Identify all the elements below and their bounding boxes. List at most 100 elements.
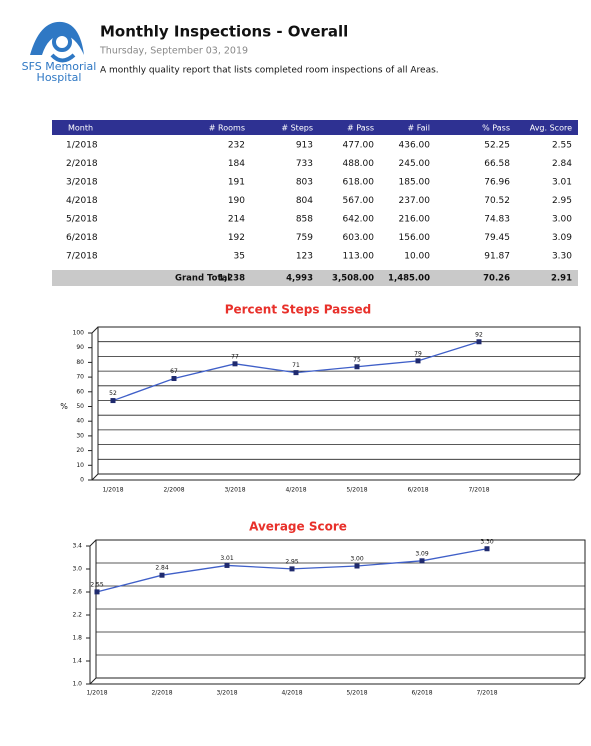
column-header: # Rooms	[209, 124, 245, 133]
table-cell: 4/2018	[66, 196, 98, 206]
y-tick-label: 3.4	[72, 543, 82, 550]
table-cell: 5/2018	[66, 215, 98, 225]
data-point	[354, 563, 360, 569]
logo-text: SFS Memorial	[22, 60, 97, 73]
table-total-bar	[52, 270, 578, 286]
table-cell: 3.01	[552, 178, 572, 188]
data-label: 52	[109, 390, 117, 397]
column-header: % Pass	[482, 124, 510, 133]
data-point	[110, 398, 116, 404]
table-cell: 2.55	[552, 141, 572, 151]
table-cell: 477.00	[343, 141, 375, 151]
data-point	[159, 572, 165, 578]
chart-title: Percent Steps Passed	[225, 303, 372, 317]
total-cell: Grand Total	[175, 274, 230, 284]
data-label: 71	[292, 362, 300, 369]
y-axis-label: %	[60, 402, 68, 411]
y-tick-label: 2.6	[72, 589, 82, 596]
table-cell: 913	[296, 141, 313, 151]
x-tick-label: 2/2008	[163, 487, 184, 494]
column-header: # Fail	[408, 124, 430, 133]
x-tick-label: 7/2018	[476, 690, 497, 697]
y-tick-label: 20	[76, 447, 84, 454]
x-tick-label: 1/2018	[86, 690, 107, 697]
table-cell: 436.00	[399, 141, 431, 151]
table-cell: 2.95	[552, 196, 572, 206]
y-tick-label: 40	[76, 418, 84, 425]
table-cell: 2.84	[552, 159, 572, 169]
x-tick-label: 6/2018	[411, 690, 432, 697]
column-header: # Steps	[281, 124, 313, 133]
column-header: Month	[68, 124, 93, 133]
table-cell: 70.52	[484, 196, 510, 206]
logo-base	[50, 53, 76, 63]
y-tick-label: 30	[76, 432, 84, 439]
data-label: 67	[170, 368, 178, 375]
y-tick-label: 2.2	[72, 612, 82, 619]
data-point	[289, 566, 295, 572]
table-cell: 759	[296, 233, 313, 243]
x-tick-label: 6/2018	[407, 487, 428, 494]
report-date: Thursday, September 03, 2019	[99, 46, 248, 57]
data-point	[419, 558, 425, 564]
table-cell: 156.00	[399, 233, 431, 243]
table-cell: 113.00	[343, 252, 375, 262]
table-cell: 216.00	[399, 215, 431, 225]
data-point	[354, 364, 360, 370]
table-cell: 488.00	[343, 159, 375, 169]
table-cell: 184	[228, 159, 245, 169]
y-tick-label: 90	[76, 344, 84, 351]
table-cell: 2/2018	[66, 159, 98, 169]
logo-ring	[52, 32, 72, 52]
table-cell: 3.00	[552, 215, 572, 225]
plot-depth	[91, 326, 581, 481]
y-tick-label: 1.0	[72, 681, 82, 688]
logo	[30, 21, 84, 63]
table-cell: 232	[228, 141, 245, 151]
data-point	[171, 376, 177, 382]
table-cell: 7/2018	[66, 252, 98, 262]
table-cell: 79.45	[484, 233, 510, 243]
data-label: 3.09	[415, 550, 429, 557]
table-cell: 618.00	[343, 178, 375, 188]
total-cell: 4,993	[286, 274, 313, 284]
logo-arc	[30, 21, 84, 55]
data-label: 79	[414, 350, 422, 357]
table-cell: 3.09	[552, 233, 572, 243]
table-header-bar	[52, 120, 578, 135]
data-label: 3.30	[480, 538, 494, 545]
data-label: 3.00	[350, 556, 364, 563]
data-label: 92	[475, 331, 483, 338]
y-tick-label: 100	[73, 330, 85, 337]
y-tick-label: 50	[76, 403, 84, 410]
data-label: 2.84	[155, 565, 169, 572]
x-tick-label: 7/2018	[468, 487, 489, 494]
table-cell: 237.00	[399, 196, 431, 206]
table-cell: 214	[228, 215, 245, 225]
table-cell: 35	[234, 252, 245, 262]
x-tick-label: 4/2018	[281, 690, 302, 697]
table-cell: 123	[296, 252, 313, 262]
table-cell: 603.00	[343, 233, 375, 243]
data-point	[232, 361, 238, 367]
data-point	[484, 546, 490, 552]
data-label: 2.55	[90, 581, 104, 588]
data-label: 2.95	[285, 558, 299, 565]
data-label: 77	[231, 353, 239, 360]
data-point	[476, 339, 482, 345]
table-cell: 803	[296, 178, 313, 188]
x-tick-label: 5/2018	[346, 690, 367, 697]
total-cell: 2.91	[551, 274, 572, 284]
table-cell: 567.00	[343, 196, 375, 206]
x-tick-label: 3/2018	[224, 487, 245, 494]
total-cell: 1,485.00	[388, 274, 430, 284]
y-tick-label: 3.0	[72, 566, 82, 573]
table-cell: 733	[296, 159, 313, 169]
x-tick-label: 4/2018	[285, 487, 306, 494]
total-cell: 1,238	[218, 274, 245, 284]
table-cell: 3.30	[552, 252, 572, 262]
table-cell: 74.83	[484, 215, 510, 225]
x-tick-label: 5/2018	[346, 487, 367, 494]
y-tick-label: 10	[76, 462, 84, 469]
